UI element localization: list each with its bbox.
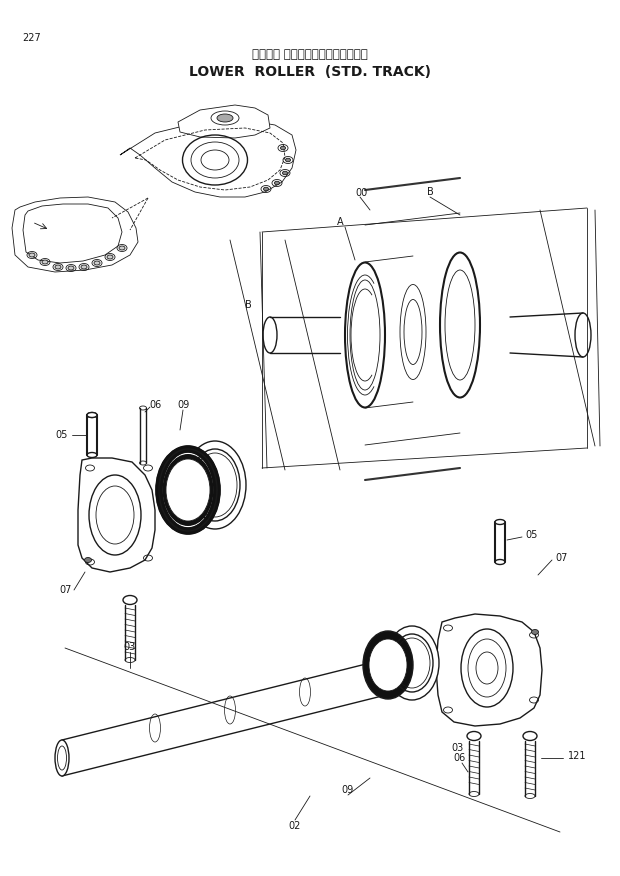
Ellipse shape [166, 459, 210, 521]
Ellipse shape [42, 260, 48, 264]
Ellipse shape [84, 557, 92, 562]
Ellipse shape [107, 255, 113, 259]
Ellipse shape [531, 630, 539, 634]
Ellipse shape [55, 265, 61, 269]
Ellipse shape [184, 441, 246, 529]
Ellipse shape [29, 253, 35, 257]
Ellipse shape [94, 261, 100, 265]
Ellipse shape [166, 459, 210, 521]
Text: 03: 03 [124, 642, 136, 652]
Polygon shape [178, 105, 270, 138]
Ellipse shape [280, 146, 285, 150]
Ellipse shape [119, 246, 125, 250]
Ellipse shape [275, 181, 280, 185]
Text: 05: 05 [56, 430, 68, 440]
Ellipse shape [285, 159, 291, 162]
Text: 09: 09 [177, 400, 189, 410]
Ellipse shape [68, 266, 74, 270]
Ellipse shape [461, 629, 513, 707]
Text: B: B [245, 300, 251, 310]
Polygon shape [78, 458, 155, 572]
Ellipse shape [363, 631, 413, 699]
Polygon shape [436, 614, 542, 726]
Ellipse shape [87, 413, 97, 418]
Ellipse shape [89, 475, 141, 555]
Ellipse shape [162, 454, 213, 526]
Ellipse shape [264, 187, 268, 191]
Text: 03: 03 [452, 743, 464, 753]
Text: 下ローラ （スタンダードトラック）: 下ローラ （スタンダードトラック） [252, 48, 368, 61]
Text: 09: 09 [342, 785, 354, 795]
Text: 02: 02 [289, 821, 301, 831]
Text: 06: 06 [454, 753, 466, 763]
Text: 00: 00 [355, 188, 367, 198]
Ellipse shape [55, 740, 69, 776]
Text: 07: 07 [555, 553, 567, 563]
Ellipse shape [495, 519, 505, 525]
Text: 07: 07 [60, 585, 72, 595]
Text: B: B [427, 187, 433, 197]
Ellipse shape [369, 639, 407, 691]
Ellipse shape [283, 171, 288, 174]
Polygon shape [335, 190, 520, 480]
Text: 06: 06 [149, 400, 161, 410]
Polygon shape [23, 204, 122, 263]
Ellipse shape [81, 265, 87, 269]
Text: 227: 227 [22, 33, 41, 43]
Text: LOWER  ROLLER  (STD. TRACK): LOWER ROLLER (STD. TRACK) [189, 65, 431, 79]
Text: A: A [337, 217, 343, 227]
Ellipse shape [217, 114, 233, 122]
Ellipse shape [385, 626, 439, 700]
Ellipse shape [166, 459, 210, 521]
Ellipse shape [159, 449, 217, 531]
Text: 05: 05 [525, 530, 538, 540]
Polygon shape [120, 120, 296, 197]
Polygon shape [12, 197, 138, 272]
Text: 121: 121 [568, 751, 587, 761]
